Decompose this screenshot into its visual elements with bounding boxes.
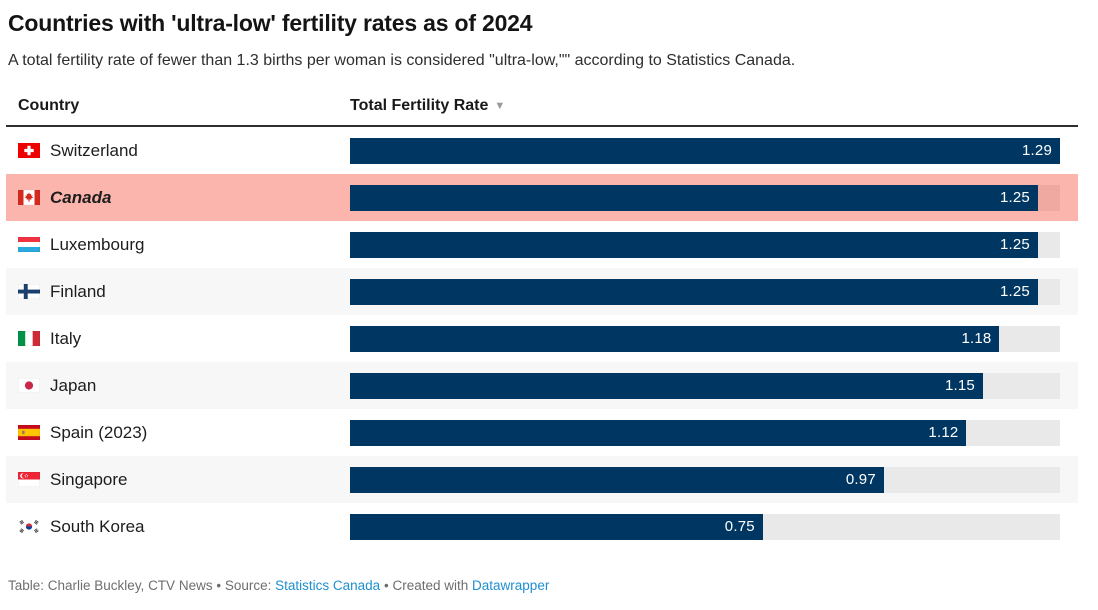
column-header-country[interactable]: Country — [18, 97, 80, 114]
country-cell: Spain (2023) — [18, 423, 350, 443]
table-row: Luxembourg 1.25 — [6, 221, 1078, 268]
country-cell: Switzerland — [18, 141, 350, 161]
country-label: South Korea — [50, 516, 145, 536]
bar-value-label: 0.75 — [724, 518, 755, 535]
source-link[interactable]: Statistics Canada — [275, 578, 381, 593]
table-row: Spain (2023) 1.12 — [6, 409, 1078, 456]
country-label: Italy — [50, 328, 82, 348]
created-with-label: Created with — [392, 578, 469, 593]
fertility-bar: 1.15 — [350, 372, 983, 399]
fertility-bar: 1.25 — [350, 278, 1038, 305]
flag-singapore-icon — [18, 472, 40, 487]
fertility-bar: 1.25 — [350, 184, 1038, 211]
table-row: Canada 1.25 — [6, 174, 1078, 221]
credit-text: Table: Charlie Buckley, CTV News — [8, 578, 213, 593]
bar-track: 1.25 — [350, 231, 1060, 258]
bar-value-label: 1.15 — [944, 377, 975, 394]
country-label: Canada — [50, 187, 112, 207]
table-row: Finland 1.25 — [6, 268, 1078, 315]
fertility-bar: 0.97 — [350, 466, 884, 493]
table-header-row: Country Total Fertility Rate ▼ — [6, 97, 1078, 127]
column-header-fertility-rate-label: Total Fertility Rate — [350, 97, 489, 114]
table-row: South Korea 0.75 — [6, 503, 1078, 550]
country-cell: Italy — [18, 329, 350, 349]
country-label: Spain (2023) — [50, 422, 148, 442]
flag-japan-icon — [18, 378, 40, 393]
table-body: Switzerland 1.29 Canada 1.25 — [6, 127, 1078, 550]
table-row: Italy 1.18 — [6, 315, 1078, 362]
footer-separator: • — [216, 578, 222, 593]
country-cell: Luxembourg — [18, 235, 350, 255]
fertility-table: Country Total Fertility Rate ▼ Switzerlan… — [6, 97, 1078, 550]
flag-south-korea-icon — [18, 519, 40, 534]
country-label: Luxembourg — [50, 234, 145, 254]
bar-value-label: 1.12 — [928, 424, 959, 441]
bar-value-label: 1.25 — [999, 189, 1030, 206]
datawrapper-link[interactable]: Datawrapper — [472, 578, 550, 593]
page-title: Countries with 'ultra-low' fertility rat… — [8, 10, 533, 36]
country-cell: Finland — [18, 282, 350, 302]
country-label: Switzerland — [50, 140, 138, 160]
bar-value-label: 1.18 — [961, 330, 992, 347]
flag-spain-icon — [18, 425, 40, 440]
bar-value-label: 0.97 — [845, 471, 876, 488]
bar-track: 0.75 — [350, 513, 1060, 540]
fertility-bar: 0.75 — [350, 513, 763, 540]
flag-italy-icon — [18, 331, 40, 346]
bar-value-label: 1.25 — [999, 283, 1030, 300]
table-row: Singapore 0.97 — [6, 456, 1078, 503]
fertility-bar: 1.29 — [350, 137, 1060, 164]
chart-subtitle: A total fertility rate of fewer than 1.3… — [8, 52, 796, 69]
bar-track: 1.25 — [350, 278, 1060, 305]
column-header-fertility-rate[interactable]: Total Fertility Rate ▼ — [350, 97, 1060, 115]
fertility-bar: 1.12 — [350, 419, 967, 446]
flag-luxembourg-icon — [18, 237, 40, 252]
bar-track: 1.15 — [350, 372, 1060, 399]
table-row: Switzerland 1.29 — [6, 127, 1078, 174]
country-cell: Canada — [18, 188, 350, 208]
bar-value-label: 1.29 — [1022, 142, 1052, 159]
bar-track: 0.97 — [350, 466, 1060, 493]
country-cell: South Korea — [18, 517, 350, 537]
attribution-footer: Table: Charlie Buckley, CTV News • Sourc… — [8, 577, 1078, 595]
footer-separator: • — [383, 578, 389, 593]
bar-track: 1.25 — [350, 184, 1060, 211]
bar-track: 1.29 — [350, 137, 1060, 164]
country-cell: Japan — [18, 376, 350, 396]
country-label: Finland — [50, 281, 106, 301]
flag-switzerland-icon — [18, 143, 40, 158]
country-cell: Singapore — [18, 470, 350, 490]
table-row: Japan 1.15 — [6, 362, 1078, 409]
fertility-bar: 1.18 — [350, 325, 1000, 352]
bar-track: 1.12 — [350, 419, 1060, 446]
sort-desc-icon[interactable]: ▼ — [494, 100, 506, 112]
bar-track: 1.18 — [350, 325, 1060, 352]
fertility-bar: 1.25 — [350, 231, 1038, 258]
flag-finland-icon — [18, 284, 40, 299]
flag-canada-icon — [18, 190, 40, 205]
country-label: Japan — [50, 375, 97, 395]
bar-value-label: 1.25 — [999, 236, 1030, 253]
country-label: Singapore — [50, 469, 128, 489]
source-label: Source: — [224, 578, 272, 593]
